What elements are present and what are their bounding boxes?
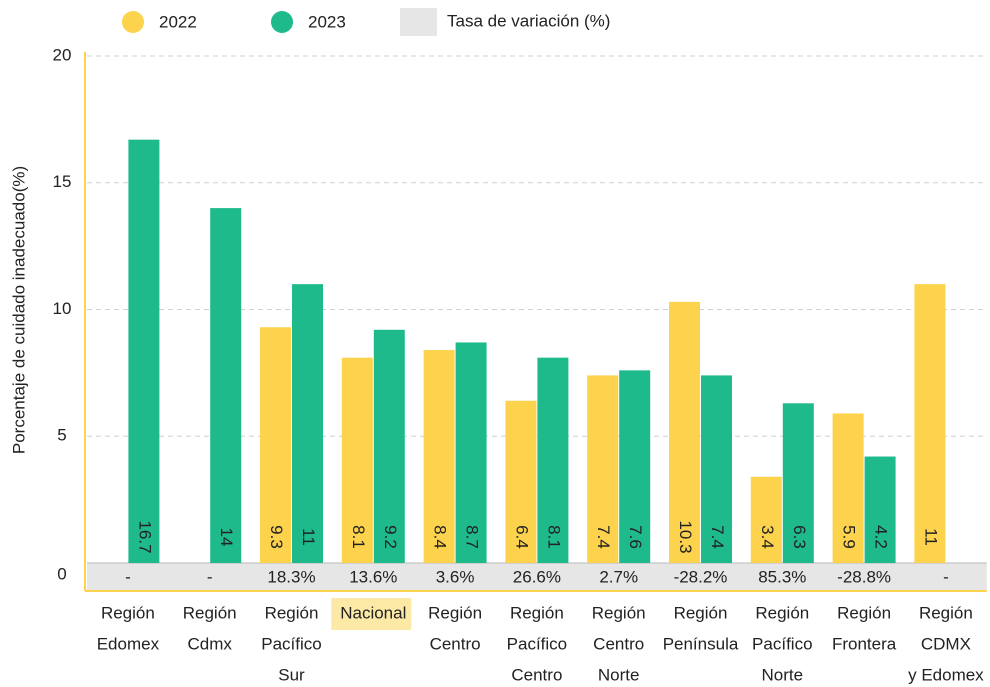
value-label: 11 xyxy=(299,528,318,546)
value-label: 6.3 xyxy=(790,525,809,549)
rate-label: -28.8% xyxy=(837,567,891,586)
x-tick-label: Frontera xyxy=(832,634,897,653)
y-tick-label: 0 xyxy=(57,564,66,583)
x-tick-label: Centro xyxy=(430,634,481,653)
x-tick-label: Centro xyxy=(593,634,644,653)
y-tick-label: 5 xyxy=(57,426,66,445)
value-label: 11 xyxy=(921,528,940,546)
y-axis-label: Porcentaje de cuidado inadecuado(%) xyxy=(9,166,28,454)
rate-label: - xyxy=(207,567,213,586)
rate-label: 26.6% xyxy=(513,567,561,586)
x-tick-label: Pacífico xyxy=(261,634,321,653)
value-label: 7.4 xyxy=(594,525,613,549)
bar xyxy=(914,284,946,563)
value-label: 4.2 xyxy=(872,525,891,549)
value-label: 14 xyxy=(217,528,236,547)
legend-swatch xyxy=(400,8,437,36)
x-tick-label: Región xyxy=(837,603,891,622)
bar xyxy=(341,357,373,563)
bar xyxy=(373,329,405,563)
x-tick-label: Centro xyxy=(511,665,562,684)
x-tick-label: Región xyxy=(755,603,809,622)
bar xyxy=(505,400,537,563)
x-tick-label: Región xyxy=(510,603,564,622)
x-tick-label: Cdmx xyxy=(187,634,232,653)
x-tick-label: Edomex xyxy=(97,634,160,653)
x-tick-label: Nacional xyxy=(340,603,406,622)
legend-label: 2022 xyxy=(159,12,197,31)
x-tick-label: Región xyxy=(674,603,728,622)
value-label: 8.1 xyxy=(349,525,368,549)
bar xyxy=(701,375,732,563)
value-label: 7.6 xyxy=(626,525,645,549)
rate-label: 3.6% xyxy=(436,567,475,586)
x-tick-label: Región xyxy=(428,603,482,622)
value-label: 8.7 xyxy=(463,525,482,549)
rate-band xyxy=(87,563,987,591)
x-tick-label: Península xyxy=(663,634,739,653)
x-tick-label: Región xyxy=(183,603,237,622)
value-label: 6.4 xyxy=(512,525,531,549)
rate-label: - xyxy=(125,567,131,586)
x-tick-label: Sur xyxy=(278,665,305,684)
bar xyxy=(423,350,455,563)
bar xyxy=(832,413,864,563)
rate-label: 13.6% xyxy=(349,567,397,586)
rate-label: - xyxy=(943,567,949,586)
x-tick-label: y Edomex xyxy=(908,665,984,684)
value-label: 10.3 xyxy=(676,520,695,553)
value-label: 7.4 xyxy=(708,525,727,549)
bar xyxy=(292,284,323,563)
x-tick-label: Pacífico xyxy=(752,634,812,653)
bar xyxy=(750,476,782,563)
bar xyxy=(210,208,242,563)
x-tick-label: Región xyxy=(919,603,973,622)
rate-label: 85.3% xyxy=(758,567,806,586)
x-tick-label: Región xyxy=(592,603,646,622)
x-tick-label: CDMX xyxy=(921,634,971,653)
bar xyxy=(260,327,291,563)
value-label: 8.1 xyxy=(544,525,563,549)
value-label: 8.4 xyxy=(431,525,450,549)
bar xyxy=(587,375,619,563)
bar xyxy=(782,403,814,563)
bar xyxy=(537,357,569,563)
rate-label: 18.3% xyxy=(267,567,315,586)
legend-swatch xyxy=(122,11,144,33)
rate-label: 2.7% xyxy=(599,567,638,586)
rate-label: -28.2% xyxy=(674,567,728,586)
bar xyxy=(669,301,700,563)
bar xyxy=(864,456,896,563)
highlight xyxy=(331,598,412,630)
y-tick-label: 15 xyxy=(53,172,72,191)
value-label: 3.4 xyxy=(758,525,777,549)
x-tick-label: Región xyxy=(101,603,155,622)
legend-swatch xyxy=(271,11,293,33)
bar xyxy=(455,342,487,563)
value-label: 16.7 xyxy=(135,520,154,553)
value-label: 9.2 xyxy=(381,525,400,549)
bar xyxy=(619,370,651,563)
x-tick-label: Norte xyxy=(598,665,640,684)
y-tick-label: 20 xyxy=(53,45,72,64)
bar xyxy=(128,139,160,563)
legend-label: Tasa de variación (%) xyxy=(447,11,610,30)
x-tick-label: Región xyxy=(265,603,319,622)
x-tick-label: Norte xyxy=(762,665,804,684)
value-label: 5.9 xyxy=(840,525,859,549)
legend-label: 2023 xyxy=(308,12,346,31)
x-tick-label: Pacífico xyxy=(507,634,567,653)
value-label: 9.3 xyxy=(267,525,286,549)
y-tick-label: 10 xyxy=(53,299,72,318)
